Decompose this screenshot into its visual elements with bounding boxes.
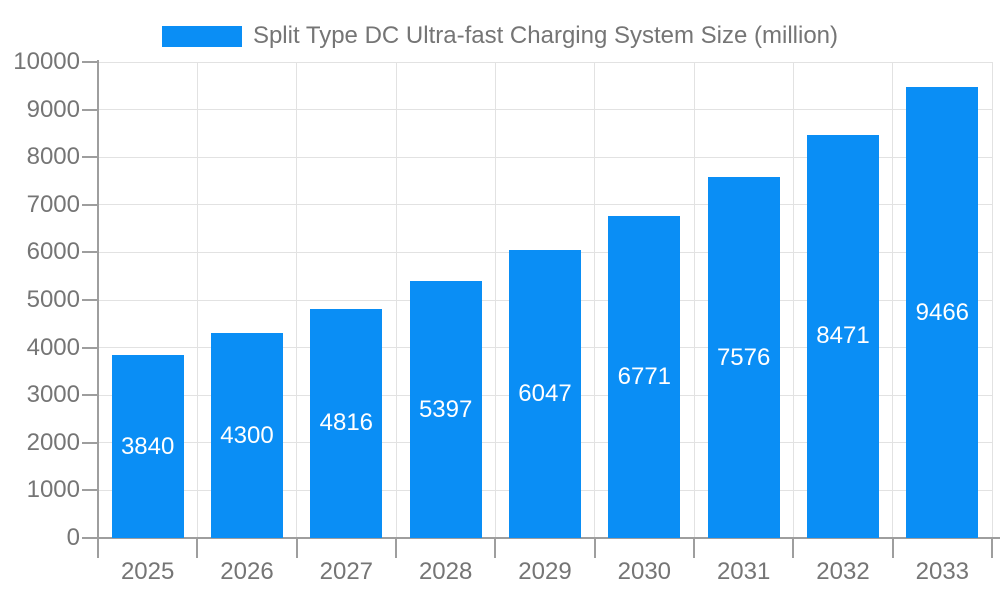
y-gridline <box>98 204 992 206</box>
y-axis-tick <box>82 156 98 159</box>
y-axis-tick <box>82 108 98 111</box>
bar[interactable]: 4300 <box>211 333 283 538</box>
x-axis-tick-label: 2033 <box>915 558 970 585</box>
x-gridline <box>693 62 695 538</box>
bar[interactable]: 7576 <box>707 177 780 538</box>
y-axis-tick <box>82 61 98 63</box>
y-axis-tick-label: 10000 <box>13 48 80 75</box>
x-axis-tick <box>395 538 397 558</box>
y-axis-tick-label: 8000 <box>26 143 80 171</box>
x-axis-tick <box>991 538 993 558</box>
bar[interactable]: 6047 <box>509 250 581 538</box>
x-axis-line <box>82 537 1000 539</box>
x-gridline <box>196 62 198 538</box>
y-axis-tick <box>82 441 98 444</box>
legend-item[interactable]: Split Type DC Ultra-fast Charging System… <box>0 22 1000 50</box>
x-axis-tick <box>196 538 199 558</box>
y-axis-tick <box>82 299 98 301</box>
x-axis-tick <box>891 538 894 558</box>
y-axis-tick-label: 7000 <box>26 190 80 218</box>
y-gridline <box>98 109 992 111</box>
bar[interactable]: 3840 <box>111 355 184 538</box>
x-gridline <box>792 62 794 538</box>
y-axis-tick-label: 3000 <box>26 381 80 409</box>
x-axis-tick-label: 2025 <box>120 558 175 585</box>
y-axis-tick-label: 6000 <box>26 238 80 266</box>
bar-value-label: 9466 <box>915 298 970 326</box>
x-gridline <box>296 62 298 538</box>
bar[interactable]: 4816 <box>310 308 383 538</box>
bar-value-label: 3840 <box>120 432 175 460</box>
x-gridline <box>395 62 397 538</box>
bar-value-label: 6771 <box>617 362 672 390</box>
bar[interactable]: 8471 <box>807 134 879 538</box>
bar-value-label: 8471 <box>816 322 870 350</box>
y-axis-tick-label: 2000 <box>26 428 80 456</box>
x-axis-tick-label: 2030 <box>617 558 672 585</box>
bar[interactable]: 6771 <box>608 215 681 538</box>
bar-value-label: 4300 <box>220 421 274 449</box>
x-axis-tick-label: 2026 <box>220 558 274 585</box>
x-gridline <box>494 62 496 538</box>
y-gridline <box>98 156 992 158</box>
bar[interactable]: 9466 <box>906 87 979 538</box>
y-axis-tick <box>82 537 98 539</box>
legend-swatch <box>161 25 242 47</box>
x-axis-tick <box>494 538 497 558</box>
y-axis-tick-label: 0 <box>66 524 80 551</box>
bar-value-label: 6047 <box>518 380 572 408</box>
y-axis-tick <box>82 251 98 254</box>
y-axis-line <box>97 60 99 558</box>
x-axis-tick-label: 2027 <box>319 558 374 585</box>
y-axis-tick-label: 9000 <box>26 95 80 123</box>
x-axis-tick-label: 2032 <box>816 558 870 585</box>
bar-value-label: 5397 <box>418 395 473 423</box>
x-axis-tick <box>97 538 99 558</box>
y-axis-tick-label: 5000 <box>26 286 80 313</box>
x-axis-tick-label: 2028 <box>418 558 473 585</box>
x-axis-tick <box>295 538 298 558</box>
legend-label: Split Type DC Ultra-fast Charging System… <box>252 22 839 49</box>
x-gridline <box>594 62 596 538</box>
x-axis-tick <box>693 538 695 558</box>
x-gridline <box>991 62 993 538</box>
x-axis-tick-label: 2031 <box>716 558 771 585</box>
x-axis-tick-label: 2029 <box>518 558 572 585</box>
bar[interactable]: 5397 <box>409 281 482 538</box>
x-axis-tick <box>593 538 596 558</box>
y-axis-tick <box>82 394 98 397</box>
y-axis-tick-label: 1000 <box>26 476 80 504</box>
y-axis-tick-label: 4000 <box>26 333 80 361</box>
x-gridline <box>892 62 894 538</box>
y-axis-tick <box>82 489 98 492</box>
y-axis-tick <box>82 203 98 206</box>
x-axis-tick <box>792 538 795 558</box>
bar-value-label: 7576 <box>716 343 771 371</box>
y-gridline <box>98 61 992 63</box>
y-axis-tick <box>82 346 98 349</box>
bar-value-label: 4816 <box>319 409 374 437</box>
